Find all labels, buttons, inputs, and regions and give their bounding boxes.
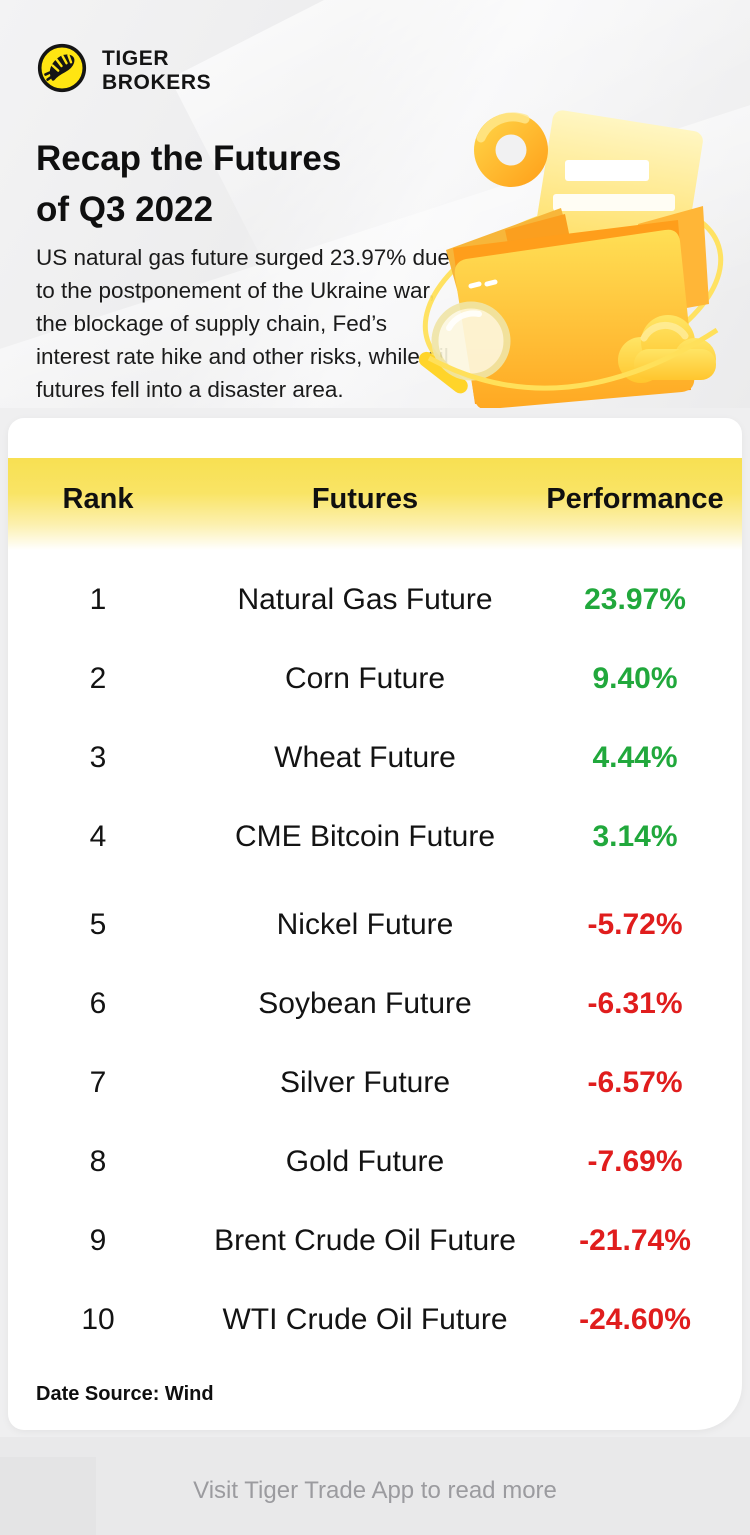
table-row: 9 Brent Crude Oil Future -21.74%	[8, 1201, 742, 1280]
performance-cell: 9.40%	[592, 661, 678, 695]
futures-cell: Corn Future	[284, 661, 446, 695]
hero-description: US natural gas future surged 23.97% due …	[36, 245, 451, 402]
brand-logo: TIGER BROKERS	[36, 42, 211, 99]
table-row: 8 Gold Future -7.69%	[8, 1122, 742, 1201]
rank-cell: 3	[89, 740, 107, 774]
futures-cell: Soybean Future	[258, 986, 472, 1020]
futures-cell: WTI Crude Oil Future	[222, 1302, 508, 1336]
footer-cta-text: Visit Tiger Trade App to read more	[193, 1477, 557, 1504]
rank-cell: 9	[89, 1223, 107, 1257]
rank-cell: 4	[89, 819, 107, 853]
folder-illustration	[413, 98, 750, 408]
performance-cell: -6.31%	[587, 986, 683, 1020]
page-title: Recap the Futures of Q3 2022	[36, 139, 342, 229]
performance-cell: 3.14%	[592, 819, 678, 853]
table-rows: 1 Natural Gas Future 23.97% 2 Corn Futur…	[8, 560, 742, 1359]
futures-cell: Silver Future	[279, 1065, 451, 1099]
rank-cell: 5	[89, 907, 107, 941]
performance-cell: -24.60%	[579, 1302, 691, 1336]
header-rank: Rank	[62, 482, 134, 515]
rank-cell: 1	[89, 582, 107, 616]
footer-bar: Visit Tiger Trade App to read more	[0, 1437, 750, 1535]
performance-cell: -21.74%	[579, 1223, 691, 1257]
rank-cell: 6	[89, 986, 107, 1020]
performance-cell: -6.57%	[587, 1065, 683, 1099]
header-performance: Performance	[546, 482, 724, 515]
futures-cell: Brent Crude Oil Future	[214, 1223, 516, 1257]
futures-table-card: Rank Futures Performance 1 Natural Gas F…	[8, 418, 742, 1430]
table-row: 4 CME Bitcoin Future 3.14%	[8, 797, 742, 876]
performance-cell: -5.72%	[587, 907, 683, 941]
table-row: 1 Natural Gas Future 23.97%	[8, 560, 742, 639]
performance-cell: 23.97%	[584, 582, 686, 616]
futures-cell: CME Bitcoin Future	[234, 819, 496, 853]
futures-cell: Wheat Future	[274, 740, 456, 774]
table-row: 5 Nickel Future -5.72%	[8, 885, 742, 964]
performance-cell: -7.69%	[587, 1144, 683, 1178]
table-row: 10 WTI Crude Oil Future -24.60%	[8, 1280, 742, 1359]
rank-cell: 8	[89, 1144, 107, 1178]
data-source-note: Date Source: Wind	[36, 1383, 214, 1405]
rank-cell: 7	[89, 1065, 107, 1099]
header-futures: Futures	[311, 482, 419, 515]
table-header-row: Rank Futures Performance	[8, 458, 742, 550]
brand-name: TIGER BROKERS	[102, 46, 212, 94]
tiger-logo-icon	[36, 42, 88, 99]
table-row: 2 Corn Future 9.40%	[8, 639, 742, 718]
futures-cell: Nickel Future	[276, 907, 454, 941]
table-row: 3 Wheat Future 4.44%	[8, 718, 742, 797]
table-row: 6 Soybean Future -6.31%	[8, 964, 742, 1043]
futures-cell: Natural Gas Future	[237, 582, 493, 616]
rank-cell: 2	[89, 661, 107, 695]
futures-cell: Gold Future	[285, 1144, 445, 1178]
table-row: 7 Silver Future -6.57%	[8, 1043, 742, 1122]
performance-cell: 4.44%	[592, 740, 678, 774]
rank-cell: 10	[81, 1302, 115, 1336]
hero-section: TIGER BROKERS Recap the Futures of Q3 20…	[0, 0, 750, 408]
